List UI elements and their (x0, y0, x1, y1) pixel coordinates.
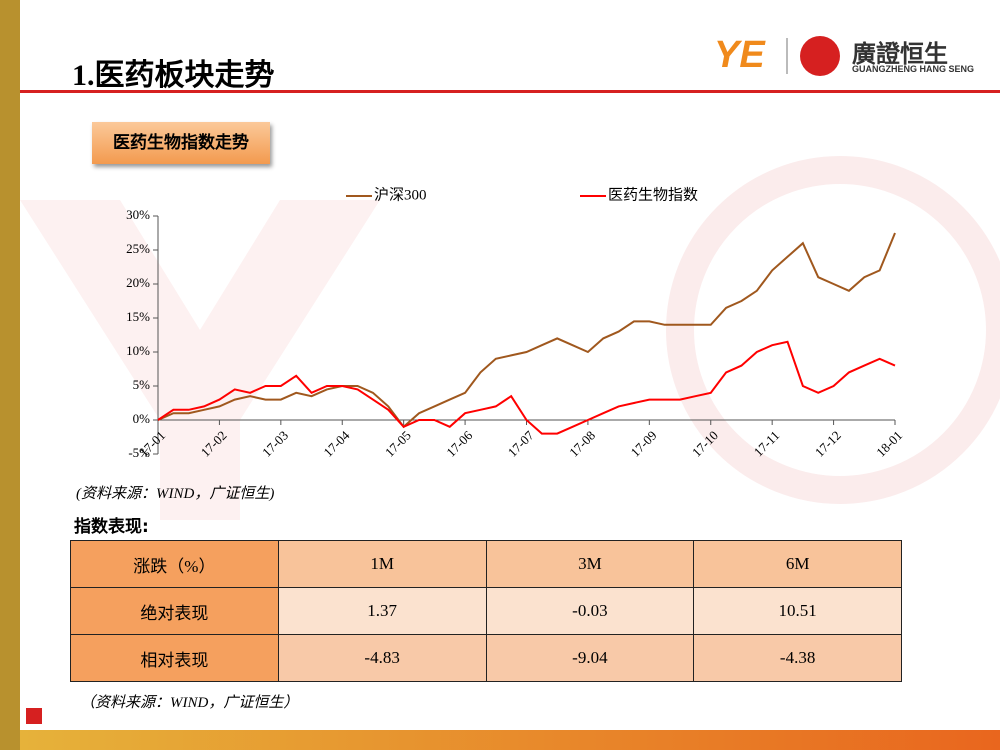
performance-table: 涨跌（%） 1M 3M 6M 绝对表现 1.37 -0.03 10.51 相对表现 -4.83 -9… (70, 540, 902, 682)
logo-divider (786, 38, 788, 74)
logo-mark: YE (714, 34, 765, 76)
x-tick-label: 17-04 (320, 427, 352, 459)
x-tick-label: 17-06 (443, 427, 475, 459)
logo-name: 廣證恒生 (852, 40, 948, 68)
x-tick-label: 17-09 (628, 428, 660, 460)
watermark (20, 200, 380, 520)
y-tick-label: 20% (126, 275, 150, 290)
table-cell: -4.38 (693, 634, 902, 682)
legend-label: 医药生物指数 (608, 186, 698, 203)
x-tick-label: 17-07 (505, 427, 537, 459)
table-title: 指数表现: (74, 517, 149, 537)
y-tick-label: -5% (128, 445, 150, 460)
chart: -5% 0% 5% 10% 15% 20% 25% 30% 17-01 17-02 17-03 17-… (126, 186, 905, 460)
table-row: 绝对表现 1.37 -0.03 10.51 (70, 587, 902, 635)
x-tick-label: 17-01 (136, 428, 168, 460)
title-rule (20, 90, 1000, 93)
table-row: 相对表现 -4.83 -9.04 -4.38 (70, 634, 902, 682)
table-source: （资料来源：WIND，广证恒生） (80, 695, 299, 711)
series-line (157, 232, 896, 429)
y-tick-label: 30% (126, 207, 150, 222)
x-tick-label: 17-03 (259, 428, 291, 460)
table-cell: -4.83 (277, 634, 487, 682)
x-tick-label: 17-10 (689, 428, 721, 460)
table-cell: 绝对表现 (70, 587, 279, 635)
bottom-bar (20, 730, 1000, 750)
x-tick-label: 18-01 (873, 428, 905, 460)
x-tick-label: 17-08 (566, 428, 598, 460)
y-tick-label: 10% (126, 343, 150, 358)
y-tick-label: 0% (133, 411, 151, 426)
chart-source: (资料来源：WIND，广证恒生) (76, 486, 275, 502)
watermark (666, 156, 1000, 504)
table-cell: 相对表现 (70, 634, 279, 682)
x-tick-label: 17-05 (382, 428, 414, 460)
left-stripe (0, 0, 20, 750)
y-tick-label: 15% (126, 309, 150, 324)
table-cell: -9.04 (485, 634, 695, 682)
table-cell: 3M (485, 540, 695, 588)
logo-subtitle: GUANGZHENG HANG SENG (852, 64, 975, 74)
corner-square (26, 708, 42, 724)
table-cell: 6M (693, 540, 902, 588)
x-tick-label: 17-02 (198, 428, 230, 460)
logo-circle (800, 36, 840, 76)
legend-label: 沪深300 (374, 186, 427, 203)
y-tick-label: 5% (133, 377, 151, 392)
table-row: 涨跌（%） 1M 3M 6M (70, 540, 902, 588)
x-tick-label: 17-11 (751, 428, 783, 460)
slide-title: 1.医药板块走势 (72, 59, 275, 92)
y-tick-label: 25% (126, 241, 150, 256)
series-line (157, 340, 896, 435)
table-cell: 10.51 (693, 587, 902, 635)
table-cell: 1.37 (277, 587, 487, 635)
table-cell: 1M (277, 540, 487, 588)
table-cell: -0.03 (485, 587, 695, 635)
section-label: 医药生物指数走势 (92, 122, 270, 164)
x-tick-label: 17-12 (812, 428, 844, 460)
table-cell: 涨跌（%） (70, 540, 279, 588)
